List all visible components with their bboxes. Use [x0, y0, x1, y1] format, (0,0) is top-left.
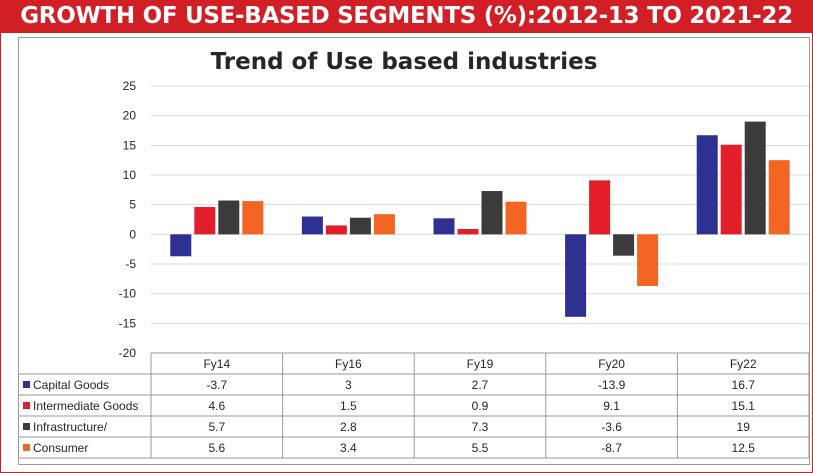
bar-capital-goods-fy22 — [696, 135, 718, 235]
table-value: 3 — [345, 378, 352, 392]
table-category-header: Fy14 — [203, 357, 230, 371]
bar-intermediate-goods-fy14 — [194, 207, 216, 235]
y-tick-label: 10 — [123, 168, 137, 182]
y-tick-label: 0 — [129, 227, 136, 241]
y-tick-label: -5 — [125, 257, 136, 271]
legend-key-intermediate-goods — [23, 402, 30, 409]
y-tick-label: 15 — [123, 138, 137, 152]
table-value: 2.7 — [472, 378, 489, 392]
header-banner: GROWTH OF USE-BASED SEGMENTS (%):2012-13… — [0, 0, 813, 33]
y-tick-label: -20 — [119, 346, 137, 360]
table-value: -8.7 — [601, 441, 622, 455]
table-value: 12.5 — [732, 441, 756, 455]
bar-capital-goods-fy19 — [433, 218, 455, 235]
table-value: 3.4 — [340, 441, 357, 455]
table-category-header: Fy22 — [730, 357, 757, 371]
bar-consumer-fy16 — [373, 214, 395, 235]
table-series-name: Infrastructure/ — [33, 420, 108, 434]
y-tick-label: 5 — [129, 198, 136, 212]
bar-intermediate-goods-fy22 — [720, 144, 742, 235]
bar-infrastructure-fy19 — [481, 191, 503, 235]
table-value: 16.7 — [732, 378, 756, 392]
bar-infrastructure-fy16 — [349, 217, 371, 235]
bar-consumer-fy22 — [768, 160, 790, 235]
bar-intermediate-goods-fy20 — [589, 180, 611, 235]
table-value: -3.7 — [206, 378, 227, 392]
bar-infrastructure-fy22 — [744, 121, 766, 235]
bar-capital-goods-fy16 — [301, 216, 323, 235]
table-category-header: Fy20 — [598, 357, 625, 371]
table-series-name: Intermediate Goods — [33, 399, 138, 413]
table-value: 15.1 — [732, 399, 756, 413]
table-value: 19 — [737, 420, 751, 434]
bar-consumer-fy19 — [505, 201, 527, 235]
table-value: -3.6 — [601, 420, 622, 434]
chart-svg: Trend of Use based industries -20 -15 -10 -5… — [19, 49, 809, 459]
table-value: 9.1 — [603, 399, 620, 413]
table-value: 5.5 — [472, 441, 489, 455]
bar-infrastructure-fy20 — [613, 234, 635, 256]
bar-intermediate-goods-fy16 — [325, 225, 347, 235]
bar-capital-goods-fy14 — [170, 234, 192, 257]
legend-key-capital-goods — [23, 381, 30, 388]
bar-consumer-fy20 — [637, 234, 659, 286]
table-value: 4.6 — [208, 399, 225, 413]
table-category-header: Fy19 — [467, 357, 494, 371]
table-series-name: Consumer — [33, 441, 88, 455]
y-tick-label: -15 — [119, 316, 137, 330]
bar-intermediate-goods-fy19 — [457, 228, 479, 235]
legend-key-consumer — [23, 444, 30, 451]
legend-key-infrastructure — [23, 423, 30, 430]
table-value: -13.9 — [598, 378, 626, 392]
table-value: 0.9 — [472, 399, 489, 413]
table-value: 1.5 — [340, 399, 357, 413]
table-value: 5.6 — [208, 441, 225, 455]
y-tick-label: 25 — [123, 79, 137, 93]
table-value: 7.3 — [472, 420, 489, 434]
y-tick-label: 20 — [123, 109, 137, 123]
bar-capital-goods-fy20 — [565, 234, 587, 317]
table-value: 2.8 — [340, 420, 357, 434]
table-series-name: Capital Goods — [33, 378, 109, 392]
chart-title: Trend of Use based industries — [211, 49, 598, 75]
table-value: 5.7 — [208, 420, 225, 434]
chart-area: Trend of Use based industries -20 -15 -10 -5… — [18, 37, 810, 465]
y-tick-label: -10 — [119, 287, 137, 301]
table-category-header: Fy16 — [335, 357, 362, 371]
bar-consumer-fy14 — [242, 201, 264, 235]
bar-infrastructure-fy14 — [218, 200, 240, 235]
